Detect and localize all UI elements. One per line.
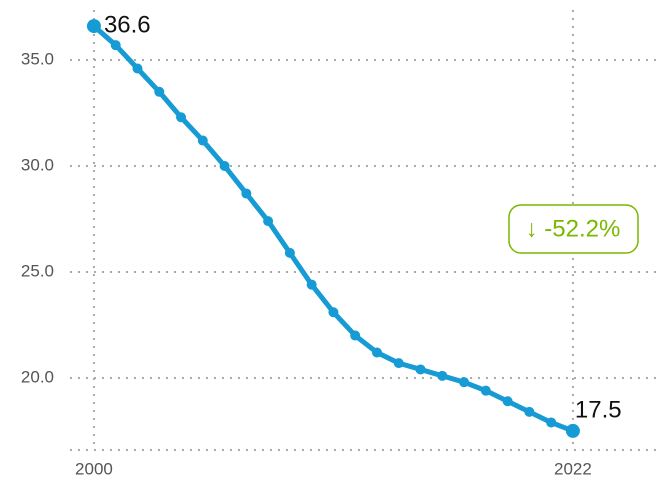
point (480, 385, 491, 396)
point (371, 347, 382, 358)
point (154, 86, 165, 97)
point (176, 112, 187, 123)
point (263, 216, 274, 227)
x-tick-label: 2000 (75, 459, 113, 478)
point (219, 160, 230, 171)
point (110, 40, 121, 51)
y-tick-label: 35.0 (21, 50, 54, 69)
y-tick-label: 20.0 (21, 367, 54, 386)
annotation-box (508, 204, 639, 254)
y-tick-label: 30.0 (21, 155, 54, 174)
point (437, 370, 448, 381)
data-label: 17.5 (575, 396, 622, 423)
point (328, 307, 339, 318)
point (306, 279, 317, 290)
point (350, 330, 361, 341)
annotation: ↓ -52.2% (526, 215, 621, 242)
data-label: 36.6 (104, 11, 151, 38)
point (393, 358, 404, 369)
line (92, 24, 574, 434)
point (565, 423, 580, 438)
point (415, 364, 426, 375)
point (284, 247, 295, 258)
point (241, 188, 252, 199)
point (459, 377, 470, 388)
point (502, 396, 513, 407)
y-tick-label: 25.0 (21, 261, 54, 280)
point (546, 417, 557, 428)
x-tick-label: 2022 (554, 459, 592, 478)
point (524, 406, 535, 417)
point (132, 63, 143, 74)
point (86, 19, 101, 34)
point (197, 135, 208, 146)
